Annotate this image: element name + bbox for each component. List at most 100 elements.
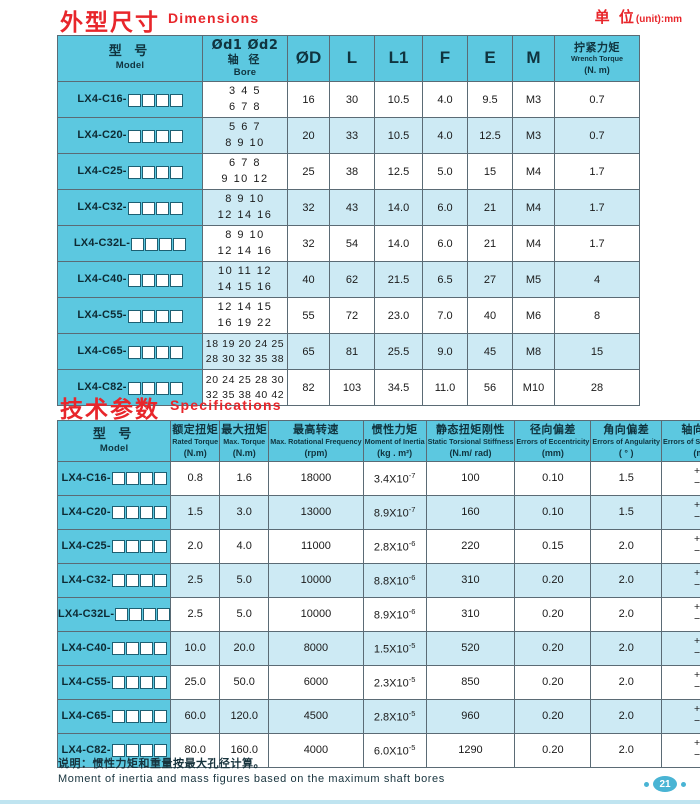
model-code-box[interactable] xyxy=(127,129,141,143)
th2-inertia-unit: (kg . m²) xyxy=(377,447,413,458)
model-code-box[interactable] xyxy=(153,710,167,724)
model-code-box[interactable] xyxy=(139,574,153,588)
model-code-box[interactable] xyxy=(127,93,141,107)
model-code-box[interactable] xyxy=(125,506,139,520)
model-code-box[interactable] xyxy=(145,237,159,251)
cell-max-rpm: 8000 xyxy=(268,630,364,666)
cell-wrench-torque: 0.7 xyxy=(554,117,640,155)
model-code-box[interactable] xyxy=(139,472,153,486)
cell-length: 33 xyxy=(329,117,375,155)
model-code-box[interactable] xyxy=(111,710,125,724)
model-code-box[interactable] xyxy=(111,642,125,656)
model-code-box[interactable] xyxy=(127,381,141,395)
model-code-box[interactable] xyxy=(125,642,139,656)
th2-moment-of-inertia: 惯性力矩 Moment of Inertia (kg . m²) xyxy=(362,420,427,462)
model-code-box[interactable] xyxy=(155,273,169,287)
model-code-box[interactable] xyxy=(169,309,183,323)
table-row: LX4-C55- 12 14 15 16 19 22 55 72 23.0 7.0 40 M6 8 xyxy=(57,297,640,335)
model-code-box[interactable] xyxy=(141,93,155,107)
model-code-box[interactable] xyxy=(155,381,169,395)
model-code-box[interactable] xyxy=(127,273,141,287)
model-code-box[interactable] xyxy=(155,165,169,179)
model-code-box[interactable] xyxy=(111,676,125,690)
model-code-box[interactable] xyxy=(153,574,167,588)
cell-max-rpm: 4000 xyxy=(268,732,364,768)
cell-length1: 21.5 xyxy=(374,261,423,299)
model-code-box[interactable] xyxy=(131,237,145,251)
model-code-box[interactable] xyxy=(125,676,139,690)
model-code-box[interactable] xyxy=(143,608,157,622)
model-code-box[interactable] xyxy=(153,744,167,758)
cell-length1: 12.5 xyxy=(374,153,423,191)
model-code-box[interactable] xyxy=(125,710,139,724)
model-code-box[interactable] xyxy=(127,345,141,359)
cell-e: 21 xyxy=(467,225,513,263)
model-code-box[interactable] xyxy=(169,273,183,287)
model-code-box[interactable] xyxy=(153,506,167,520)
model-code-box[interactable] xyxy=(139,676,153,690)
model-code-boxes xyxy=(127,309,183,323)
model-label: LX4-C20- xyxy=(61,505,111,518)
specifications-title-en: Specifications xyxy=(170,397,282,413)
model-code-box[interactable] xyxy=(139,710,153,724)
th2-rated-torque-en: Rated Torque xyxy=(172,436,219,446)
model-code-box[interactable] xyxy=(155,201,169,215)
model-code-box[interactable] xyxy=(155,345,169,359)
model-code-box[interactable] xyxy=(111,506,125,520)
model-code-box[interactable] xyxy=(111,574,125,588)
model-code-box[interactable] xyxy=(129,608,143,622)
model-code-box[interactable] xyxy=(125,540,139,554)
model-code-box[interactable] xyxy=(115,608,129,622)
th2-angularity-unit: ( ° ) xyxy=(618,447,634,458)
model-code-box[interactable] xyxy=(169,345,183,359)
model-code-box[interactable] xyxy=(169,201,183,215)
cell-eccentricity: 0.20 xyxy=(514,596,592,632)
end-play-range: +0.3−1.0 xyxy=(694,500,700,524)
model-code-box[interactable] xyxy=(153,540,167,554)
model-code-box[interactable] xyxy=(169,165,183,179)
table-row: LX4-C32L- 8 9 10 12 14 16 32 54 14.0 6.0 21 M4 1.… xyxy=(57,225,640,263)
model-code-box[interactable] xyxy=(127,309,141,323)
end-play-negative: −1.3 xyxy=(694,545,700,558)
model-code-box[interactable] xyxy=(125,574,139,588)
model-code-box[interactable] xyxy=(153,642,167,656)
model-code-box[interactable] xyxy=(125,744,139,758)
model-code-boxes xyxy=(114,608,171,622)
model-code-box[interactable] xyxy=(141,273,155,287)
cell-f: 6.0 xyxy=(422,189,468,227)
model-code-box[interactable] xyxy=(111,540,125,554)
model-code-box[interactable] xyxy=(139,642,153,656)
model-code-box[interactable] xyxy=(159,237,173,251)
model-code-box[interactable] xyxy=(155,309,169,323)
model-code-box[interactable] xyxy=(111,472,125,486)
model-code-box[interactable] xyxy=(155,93,169,107)
model-code-box[interactable] xyxy=(169,93,183,107)
model-code-box[interactable] xyxy=(155,129,169,143)
model-code-box[interactable] xyxy=(153,676,167,690)
model-code-box[interactable] xyxy=(169,129,183,143)
model-code-box[interactable] xyxy=(139,506,153,520)
model-code-box[interactable] xyxy=(127,165,141,179)
model-code-box[interactable] xyxy=(153,472,167,486)
model-code-box[interactable] xyxy=(141,381,155,395)
model-code-box[interactable] xyxy=(141,129,155,143)
model-code-box[interactable] xyxy=(169,381,183,395)
model-code-box[interactable] xyxy=(127,201,141,215)
model-code-box[interactable] xyxy=(141,309,155,323)
inertia-exponent: -7 xyxy=(408,470,416,480)
model-code-box[interactable] xyxy=(141,201,155,215)
model-code-box[interactable] xyxy=(157,608,171,622)
cell-model: LX4-C40- xyxy=(56,630,172,666)
model-code-box[interactable] xyxy=(125,472,139,486)
model-code-box[interactable] xyxy=(173,237,187,251)
model-code-box[interactable] xyxy=(139,540,153,554)
table-row: LX4-C82- 20 24 25 28 30 32 35 38 40 42 82 10… xyxy=(57,369,640,407)
cell-length1: 10.5 xyxy=(374,117,423,155)
model-code-box[interactable] xyxy=(141,165,155,179)
specifications-table: 型 号 Model 额定扭矩 Rated Torque (N.m) xyxy=(56,420,700,768)
model-code-box[interactable] xyxy=(139,744,153,758)
end-play-negative: −1.0 xyxy=(694,477,700,490)
model-code-box[interactable] xyxy=(141,345,155,359)
model-code-box[interactable] xyxy=(111,744,125,758)
